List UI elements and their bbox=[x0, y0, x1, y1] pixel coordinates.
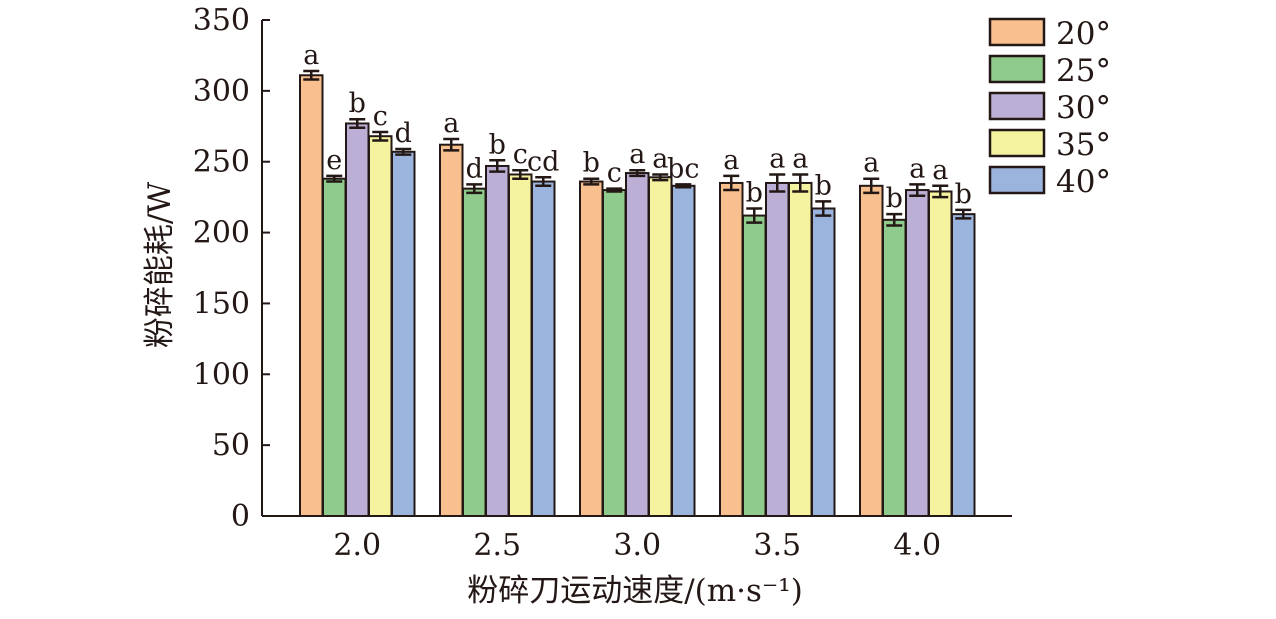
significance-label: a bbox=[909, 153, 925, 184]
significance-label: a bbox=[932, 155, 948, 186]
bar bbox=[859, 184, 884, 517]
significance-label: e bbox=[326, 145, 342, 176]
y-tick-label: 150 bbox=[193, 286, 250, 321]
bar bbox=[811, 207, 836, 517]
x-tick-label: 3.5 bbox=[753, 528, 801, 563]
significance-label: c bbox=[373, 101, 388, 132]
y-tick-label: 350 bbox=[193, 3, 250, 38]
y-tick-label: 100 bbox=[193, 357, 250, 392]
significance-label: d bbox=[395, 118, 412, 149]
x-tick-label: 2.0 bbox=[333, 528, 381, 563]
x-tick-label: 3.0 bbox=[613, 528, 661, 563]
x-tick-label: 2.5 bbox=[473, 528, 521, 563]
bar bbox=[345, 122, 370, 518]
significance-label: a bbox=[863, 148, 879, 179]
bar bbox=[742, 214, 767, 518]
significance-label: b bbox=[489, 129, 506, 160]
legend-label: 35° bbox=[1056, 127, 1111, 163]
significance-label: a bbox=[303, 40, 319, 71]
legend-swatch bbox=[988, 91, 1046, 121]
bar bbox=[322, 177, 347, 517]
bar bbox=[439, 143, 464, 518]
legend-swatch bbox=[988, 128, 1046, 158]
significance-label: b bbox=[886, 183, 903, 214]
significance-label: cd bbox=[527, 146, 559, 177]
legend-label: 30° bbox=[1056, 90, 1111, 126]
significance-label: b bbox=[746, 177, 763, 208]
significance-label: c bbox=[513, 139, 528, 170]
bar bbox=[579, 180, 604, 517]
bar bbox=[602, 189, 627, 518]
significance-label: a bbox=[629, 139, 645, 170]
bar bbox=[368, 135, 393, 517]
significance-label: a bbox=[652, 143, 668, 174]
y-tick-label: 50 bbox=[212, 428, 250, 463]
legend-label: 20° bbox=[1056, 16, 1111, 52]
legend-swatch bbox=[988, 165, 1046, 195]
significance-label: b bbox=[583, 148, 600, 179]
legend-label: 25° bbox=[1056, 53, 1111, 89]
bar bbox=[508, 173, 533, 517]
bar bbox=[648, 176, 673, 517]
significance-label: a bbox=[769, 143, 785, 174]
bar bbox=[485, 164, 510, 517]
y-axis-title: 粉碎能耗/W bbox=[142, 182, 178, 348]
bar bbox=[951, 213, 976, 518]
bar bbox=[391, 150, 416, 517]
significance-label: b bbox=[815, 170, 832, 201]
legend-swatch bbox=[988, 17, 1046, 47]
bar bbox=[882, 218, 907, 517]
bar bbox=[928, 190, 953, 518]
bar bbox=[671, 184, 696, 517]
legend-swatch bbox=[988, 54, 1046, 84]
y-tick-label: 300 bbox=[193, 74, 250, 109]
significance-label: a bbox=[443, 108, 459, 139]
significance-label: bc bbox=[667, 153, 699, 184]
y-tick-label: 250 bbox=[193, 145, 250, 180]
y-tick-label: 0 bbox=[231, 499, 250, 534]
bar bbox=[462, 187, 487, 517]
bar bbox=[905, 189, 930, 518]
bar bbox=[531, 180, 556, 517]
x-axis-title: 粉碎刀运动速度/(m·s⁻¹) bbox=[467, 573, 803, 609]
bar bbox=[788, 181, 813, 517]
bar bbox=[765, 181, 790, 517]
significance-label: a bbox=[792, 143, 808, 174]
significance-label: a bbox=[723, 145, 739, 176]
significance-label: d bbox=[466, 153, 483, 184]
bar bbox=[719, 181, 744, 517]
legend-label: 40° bbox=[1056, 164, 1111, 200]
significance-label: b bbox=[955, 179, 972, 210]
bar bbox=[299, 74, 324, 517]
bar bbox=[625, 172, 650, 517]
y-tick-label: 200 bbox=[193, 216, 250, 251]
significance-label: c bbox=[607, 158, 622, 189]
significance-label: b bbox=[349, 88, 366, 119]
x-tick-label: 4.0 bbox=[893, 528, 941, 563]
